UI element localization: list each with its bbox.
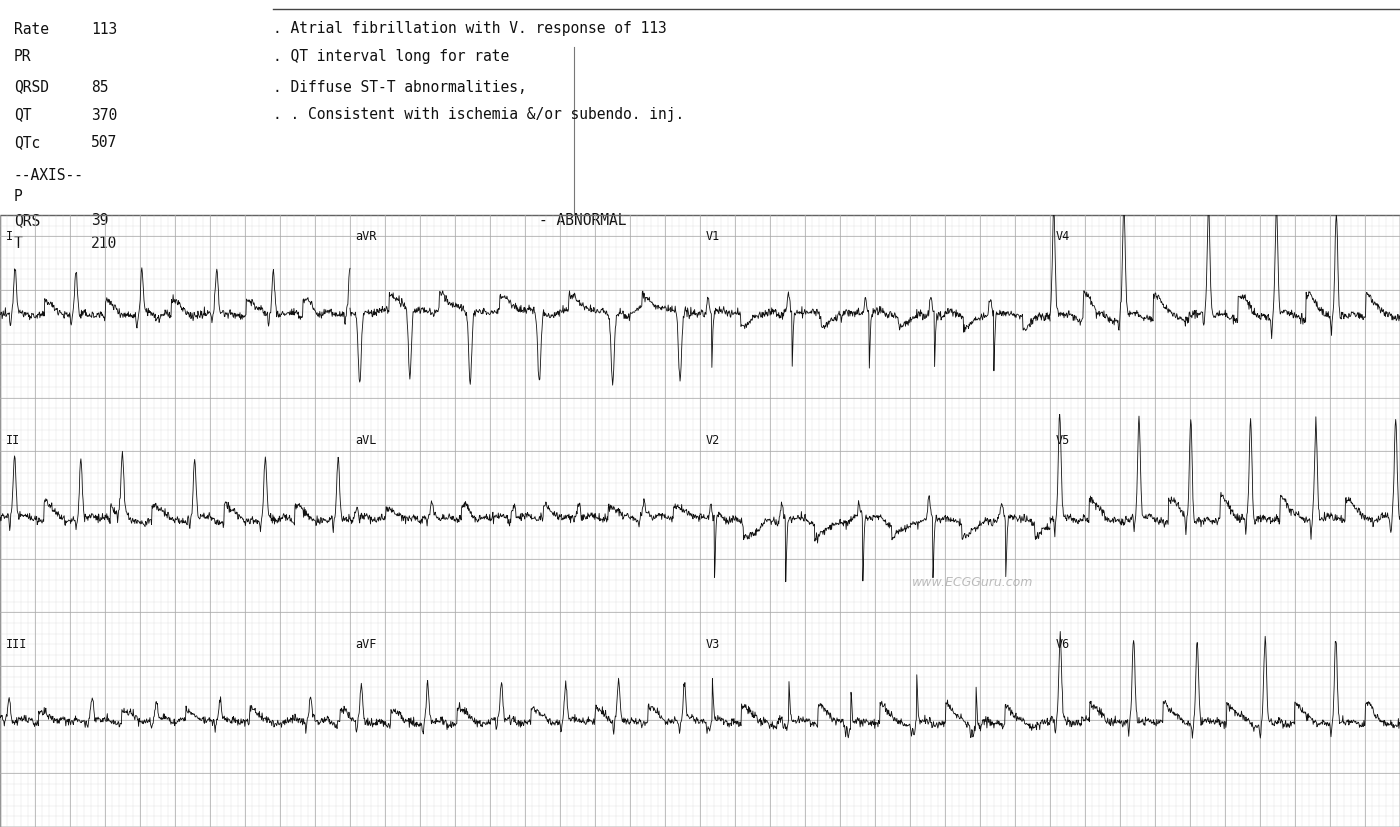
Text: Rate: Rate — [14, 22, 49, 36]
Text: . Atrial fibrillation with V. response of 113: . Atrial fibrillation with V. response o… — [273, 22, 666, 36]
Text: P: P — [14, 189, 22, 204]
Text: QRS: QRS — [14, 213, 41, 228]
Text: PR: PR — [14, 50, 31, 65]
Text: aVF: aVF — [356, 638, 377, 652]
Text: QRSD: QRSD — [14, 79, 49, 94]
Text: V1: V1 — [706, 230, 720, 243]
Text: 39: 39 — [91, 213, 109, 228]
Text: I: I — [6, 230, 13, 243]
Text: www.ECGGuru.com: www.ECGGuru.com — [913, 576, 1033, 589]
Text: QTc: QTc — [14, 136, 41, 151]
Text: 113: 113 — [91, 22, 118, 36]
Text: . . Consistent with ischemia &/or subendo. inj.: . . Consistent with ischemia &/or subend… — [273, 108, 685, 122]
Text: V5: V5 — [1056, 434, 1070, 447]
Text: V3: V3 — [706, 638, 720, 652]
Text: . Diffuse ST-T abnormalities,: . Diffuse ST-T abnormalities, — [273, 79, 526, 94]
Text: aVL: aVL — [356, 434, 377, 447]
Text: V4: V4 — [1056, 230, 1070, 243]
Text: T: T — [14, 237, 22, 251]
Text: V6: V6 — [1056, 638, 1070, 652]
Text: QT: QT — [14, 108, 31, 122]
Text: 507: 507 — [91, 136, 118, 151]
Text: --AXIS--: --AXIS-- — [14, 168, 84, 183]
Text: 370: 370 — [91, 108, 118, 122]
Text: III: III — [6, 638, 27, 652]
Text: - ABNORMAL: - ABNORMAL — [539, 213, 627, 228]
Text: 210: 210 — [91, 237, 118, 251]
Text: V2: V2 — [706, 434, 720, 447]
Text: II: II — [6, 434, 20, 447]
Text: aVR: aVR — [356, 230, 377, 243]
Text: . QT interval long for rate: . QT interval long for rate — [273, 50, 510, 65]
Text: 85: 85 — [91, 79, 109, 94]
